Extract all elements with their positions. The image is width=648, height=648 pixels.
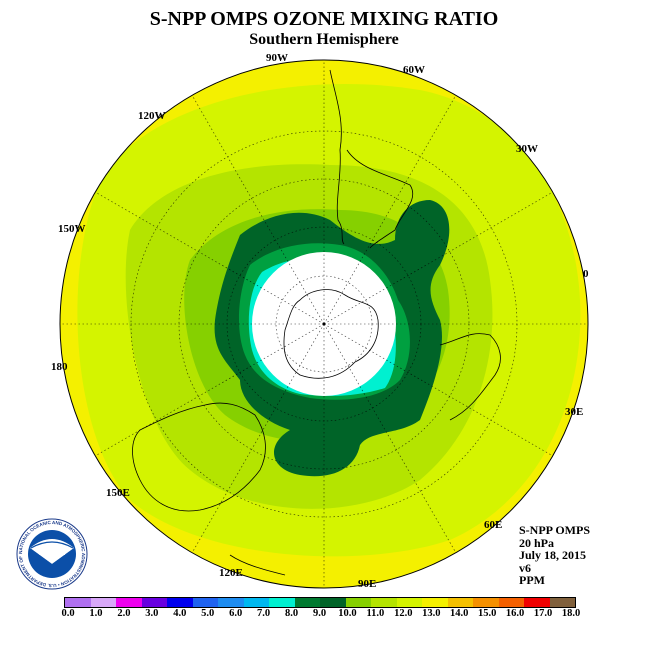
colorbar-tick-label: 17.0 bbox=[533, 608, 553, 619]
version-label: v6 bbox=[519, 560, 531, 575]
colorbar-tick-label: 11.0 bbox=[366, 608, 385, 619]
noaa-logo: NATIONAL OCEANIC AND ATMOSPHERIC ADMINIS… bbox=[16, 518, 88, 590]
graticule bbox=[60, 60, 588, 588]
colorbar-tick-label: 10.0 bbox=[338, 608, 357, 619]
colorbar-tick-label: 13.0 bbox=[422, 608, 441, 619]
colorbar-tick-label: 4.0 bbox=[173, 608, 187, 619]
chart-subtitle: Southern Hemisphere bbox=[249, 31, 399, 48]
lon-label-60w: 60W bbox=[403, 64, 425, 76]
south-pole-marker bbox=[322, 322, 326, 326]
colorbar-swatch bbox=[90, 598, 116, 607]
noaa-logo-text: NOAA bbox=[39, 547, 66, 557]
colorbar-swatch bbox=[371, 598, 397, 607]
lon-label-120w: 120W bbox=[138, 110, 166, 122]
colorbar-tick-label: 6.0 bbox=[229, 608, 243, 619]
lon-label-30w: 30W bbox=[516, 143, 538, 155]
colorbar-swatch bbox=[269, 598, 295, 607]
lon-label-90e: 90E bbox=[358, 578, 377, 590]
colorbar-swatch bbox=[294, 598, 320, 607]
lon-label-150w: 150W bbox=[58, 223, 86, 235]
colorbar-swatch bbox=[192, 598, 218, 607]
colorbar-swatch bbox=[141, 598, 167, 607]
colorbar-swatch bbox=[320, 598, 346, 607]
colorbar-tick-label: 14.0 bbox=[450, 608, 469, 619]
colorbar-swatch bbox=[218, 598, 244, 607]
colorbar-tick-label: 0.0 bbox=[61, 608, 75, 619]
lon-label-90w: 90W bbox=[266, 52, 288, 64]
colorbar-tick-label: 9.0 bbox=[312, 608, 327, 619]
colorbar-tick-label: 1.0 bbox=[89, 608, 103, 619]
map-border bbox=[59, 59, 589, 589]
colorbar-swatch bbox=[167, 598, 193, 607]
colorbar-tick-label: 8.0 bbox=[284, 608, 299, 619]
colorbar-swatch bbox=[116, 598, 142, 607]
info-block: S-NPP OMPS 20 hPa July 18, 2015 v6 PPM bbox=[519, 524, 590, 587]
colorbar-swatch bbox=[498, 598, 524, 607]
units-label: PPM bbox=[519, 573, 545, 587]
colorbar-swatch bbox=[65, 598, 91, 607]
lon-label-0: 0 bbox=[583, 268, 589, 280]
colorbar-swatch bbox=[524, 598, 550, 607]
colorbar-tick-label: 2.0 bbox=[117, 608, 131, 619]
lon-label-60e: 60E bbox=[484, 519, 503, 531]
colorbar bbox=[64, 597, 576, 608]
colorbar-swatch bbox=[447, 598, 473, 607]
lon-label-150e: 150E bbox=[106, 487, 130, 499]
colorbar-tick-label: 18.0 bbox=[561, 608, 581, 619]
lon-label-120e: 120E bbox=[219, 567, 243, 579]
colorbar-swatch bbox=[549, 598, 575, 607]
colorbar-tick-label: 5.0 bbox=[201, 608, 215, 619]
colorbar-tick-label: 7.0 bbox=[257, 608, 271, 619]
lon-label-30e: 30E bbox=[565, 406, 584, 418]
colorbar-ticks: 0.0 1.0 2.0 3.0 4.0 5.0 6.0 7.0 8.0 9.0 10.0 11.0 12… bbox=[0, 608, 648, 622]
instrument-label: S-NPP OMPS bbox=[519, 523, 590, 537]
colorbar-swatch bbox=[396, 598, 422, 607]
colorbar-tick-label: 15.0 bbox=[477, 608, 497, 619]
date-label: July 18, 2015 bbox=[519, 548, 587, 562]
chart-title: S-NPP OMPS OZONE MIXING RATIO bbox=[149, 8, 499, 30]
colorbar-swatch bbox=[422, 598, 448, 607]
colorbar-swatch bbox=[345, 598, 371, 607]
colorbar-swatch bbox=[243, 598, 269, 607]
colorbar-tick-label: 3.0 bbox=[145, 608, 159, 619]
colorbar-swatch bbox=[473, 598, 499, 607]
pressure-level: 20 hPa bbox=[519, 535, 555, 550]
colorbar-tick-label: 12.0 bbox=[394, 608, 413, 619]
colorbar-tick-label: 16.0 bbox=[505, 608, 525, 619]
lon-label-180: 180 bbox=[51, 361, 68, 373]
